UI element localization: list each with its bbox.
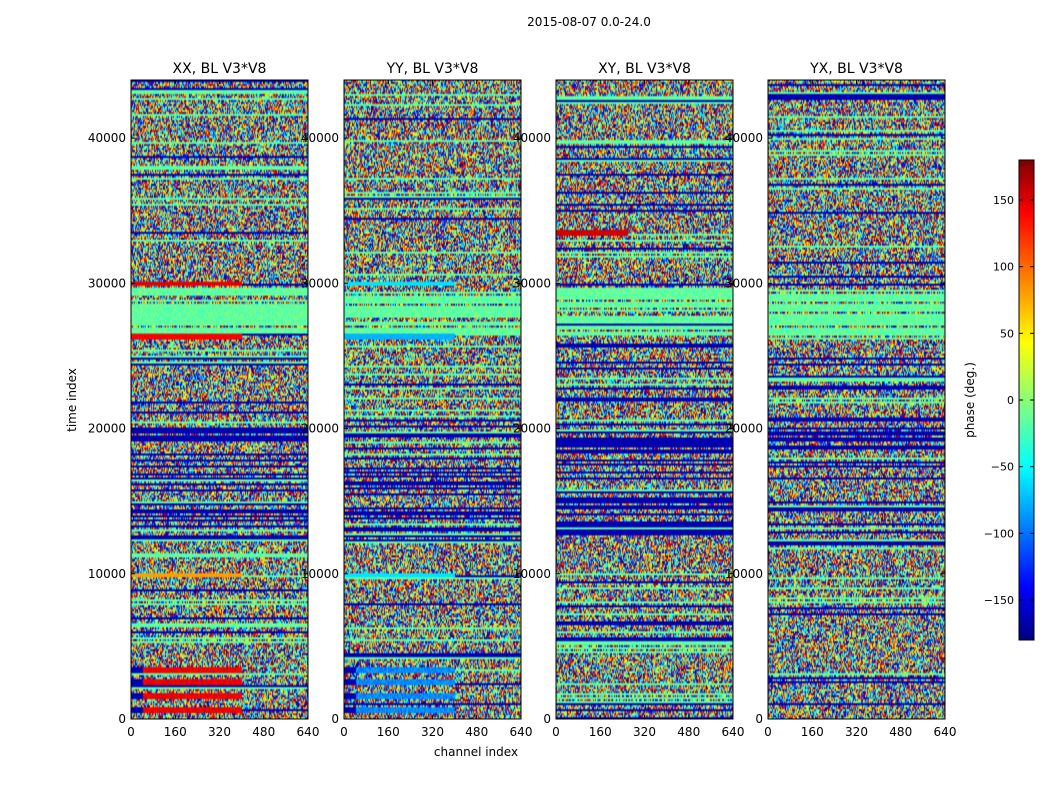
x-tick-label: 160 <box>801 725 824 739</box>
x-tick-label: 160 <box>377 725 400 739</box>
panel-yy: YY, BL V3*V8 0 160 320 480 640 0 10000 20000 3000… <box>301 61 533 739</box>
figure-title: 2015-08-07 0.0-24.0 <box>527 15 651 29</box>
x-tick-label: 480 <box>677 725 700 739</box>
x-tick-label: 0 <box>340 725 348 739</box>
x-tick-label: 0 <box>552 725 560 739</box>
y-tick-label: 10000 <box>301 567 339 581</box>
y-tick-label: 10000 <box>513 567 551 581</box>
x-tick-label: 320 <box>845 725 868 739</box>
x-tick-label: 0 <box>764 725 772 739</box>
colorbar-tick-label: −100 <box>984 527 1014 540</box>
y-tick-label: 40000 <box>725 131 763 145</box>
panel-title: XX, BL V3*V8 <box>173 61 267 77</box>
y-tick-label: 10000 <box>725 567 763 581</box>
phase-heatmap-xy <box>556 80 733 719</box>
colorbar-tick-label: 50 <box>1000 327 1014 340</box>
y-tick-label: 20000 <box>301 422 339 436</box>
panel-title: YX, BL V3*V8 <box>809 61 903 77</box>
y-tick-label: 20000 <box>88 422 126 436</box>
panel-title: XY, BL V3*V8 <box>598 61 691 77</box>
phase-heatmap-yx <box>768 80 945 719</box>
x-tick-label: 160 <box>589 725 612 739</box>
phase-heatmap-yy <box>344 80 521 719</box>
colorbar-tick-label: 0 <box>1007 394 1014 407</box>
y-tick-label: 40000 <box>301 131 339 145</box>
y-tick-label: 30000 <box>88 276 126 290</box>
colorbar: −150 −100 −50 0 50 100 150 phase (deg.) <box>963 159 1035 641</box>
x-tick-label: 480 <box>465 725 488 739</box>
panel-xx: XX, BL V3*V8 0 160 320 480 640 0 10000 20000 3000… <box>88 61 320 739</box>
x-axis-label: channel index <box>434 745 518 759</box>
y-tick-label: 0 <box>118 712 126 726</box>
colorbar-ticks: −150 −100 −50 0 50 100 150 <box>984 194 1034 607</box>
y-tick-label: 30000 <box>513 276 551 290</box>
colorbar-tick-label: 150 <box>993 194 1014 207</box>
colorbar-tick-label: 100 <box>993 261 1014 274</box>
x-tick-label: 640 <box>297 725 320 739</box>
y-tick-label: 20000 <box>725 422 763 436</box>
x-tick-label: 640 <box>510 725 533 739</box>
y-tick-label: 40000 <box>513 131 551 145</box>
x-tick-label: 640 <box>934 725 957 739</box>
panels-group: XX, BL V3*V8 0 160 320 480 640 0 10000 20000 3000… <box>88 61 957 739</box>
x-tick-label: 320 <box>633 725 656 739</box>
panel-title: YY, BL V3*V8 <box>386 61 479 77</box>
x-tick-label: 640 <box>722 725 745 739</box>
colorbar-label: phase (deg.) <box>963 362 977 438</box>
colorbar-tick-label: −50 <box>991 461 1014 474</box>
y-tick-label: 30000 <box>301 276 339 290</box>
x-tick-label: 480 <box>252 725 275 739</box>
x-tick-label: 0 <box>127 725 135 739</box>
y-tick-label: 10000 <box>88 567 126 581</box>
y-axis-label: time index <box>65 368 79 432</box>
x-tick-label: 480 <box>889 725 912 739</box>
x-tick-label: 320 <box>208 725 231 739</box>
colorbar-tick-label: −150 <box>984 594 1014 607</box>
y-tick-label: 30000 <box>725 276 763 290</box>
y-tick-label: 0 <box>331 712 339 726</box>
x-tick-label: 320 <box>421 725 444 739</box>
panel-yx: YX, BL V3*V8 0 160 320 480 640 0 10000 20000 3000… <box>725 61 957 739</box>
y-tick-label: 0 <box>543 712 551 726</box>
panel-xy: XY, BL V3*V8 0 160 320 480 640 0 10000 20000 3000… <box>513 61 745 739</box>
phase-heatmap-xx <box>131 80 308 719</box>
y-tick-label: 20000 <box>513 422 551 436</box>
y-tick-label: 40000 <box>88 131 126 145</box>
x-tick-label: 160 <box>164 725 187 739</box>
y-tick-label: 0 <box>755 712 763 726</box>
